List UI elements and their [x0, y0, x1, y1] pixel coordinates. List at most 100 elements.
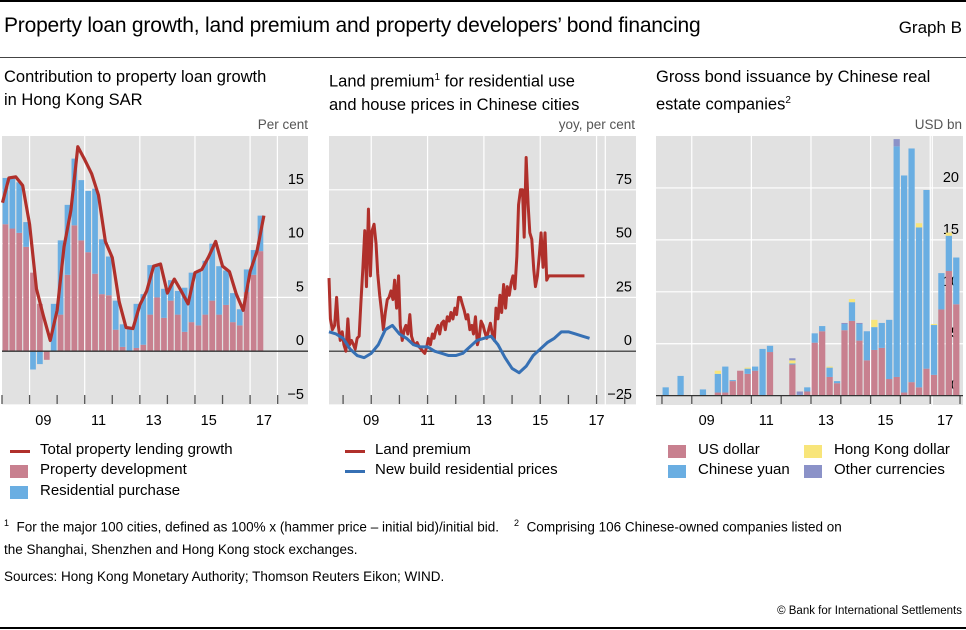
- bar-chinese-yuan: [714, 373, 721, 393]
- bar-chinese-yuan: [901, 175, 908, 393]
- x-tick-label: 13: [476, 413, 492, 429]
- graph-title: Property loan growth, land premium and p…: [4, 14, 701, 37]
- bar-chinese-yuan: [856, 323, 863, 341]
- bar-us-dollar: [871, 349, 878, 396]
- title-rule: [0, 57, 966, 58]
- bar-property-development: [236, 325, 243, 352]
- bar-chinese-yuan: [945, 235, 952, 272]
- bar-residential-purchase: [161, 288, 167, 318]
- bar-other-currencies: [841, 322, 848, 324]
- bar-us-dollar: [945, 271, 952, 396]
- bar-us-dollar: [856, 340, 863, 396]
- bar-chinese-yuan: [677, 375, 684, 396]
- y-tick-label: 20: [943, 170, 959, 186]
- bar-residential-purchase: [9, 177, 16, 229]
- legend-label: Other currencies: [834, 461, 945, 478]
- bar-residential-purchase: [195, 271, 202, 326]
- bar-us-dollar: [923, 368, 930, 396]
- copyright: © Bank for International Settlements: [777, 605, 962, 617]
- bar-hong-kong-dollar: [826, 366, 833, 368]
- y-tick-label: −25: [607, 387, 632, 403]
- bar-hong-kong-dollar: [744, 367, 751, 369]
- bar-chinese-yuan: [751, 366, 759, 371]
- bar-us-dollar: [789, 364, 796, 396]
- panel3-unit: USD bn: [914, 117, 962, 132]
- bar-hong-kong-dollar: [915, 223, 923, 228]
- x-tick-label: 17: [937, 413, 953, 429]
- legend-box-swatch: [10, 465, 28, 478]
- panel2-title-line2: and house prices in Chinese cities: [329, 95, 580, 114]
- top-rule: [0, 0, 966, 2]
- bar-us-dollar: [915, 387, 923, 396]
- bar-hong-kong-dollar: [930, 323, 938, 326]
- bar-chinese-yuan: [886, 319, 893, 380]
- bar-property-development: [23, 246, 29, 352]
- panel2-footnote-mark: 1: [434, 72, 441, 83]
- bar-us-dollar: [744, 373, 751, 396]
- x-tick-label: 17: [256, 413, 272, 429]
- bar-chinese-yuan: [848, 302, 856, 321]
- legend-label: Property development: [40, 461, 187, 478]
- panel1-title: Contribution to property loan growth in …: [4, 66, 266, 112]
- bar-property-development: [105, 295, 112, 352]
- panel1-title-line1: Contribution to property loan growth: [4, 68, 267, 86]
- footnote1-mark: 1: [4, 518, 10, 528]
- panel3-title-line1: Gross bond issuance by Chinese real: [656, 68, 931, 86]
- bar-property-development: [250, 274, 257, 352]
- bar-us-dollar: [938, 309, 945, 396]
- bar-property-development: [78, 240, 85, 352]
- panel3-chart: 051015200911131517: [656, 136, 963, 429]
- footnote1-text: For the major 100 cities, defined as 100…: [16, 519, 500, 535]
- x-tick-label: 09: [699, 413, 715, 429]
- bar-property-development: [223, 304, 229, 352]
- bar-us-dollar: [811, 342, 818, 396]
- bar-property-development: [174, 314, 181, 352]
- x-tick-label: 13: [146, 413, 162, 429]
- bar-us-dollar: [729, 381, 736, 396]
- bar-chinese-yuan: [841, 323, 848, 331]
- line-total-property-lending-growth: [0, 145, 266, 343]
- bar-chinese-yuan: [766, 345, 774, 353]
- bar-chinese-yuan: [819, 326, 826, 332]
- bar-residential-purchase: [64, 204, 71, 275]
- bar-other-currencies: [796, 391, 803, 395]
- bar-residential-purchase: [236, 309, 243, 326]
- legend-box-swatch: [10, 486, 28, 499]
- bar-chinese-yuan: [923, 190, 930, 369]
- bar-us-dollar: [826, 376, 833, 396]
- bar-property-development: [154, 297, 160, 352]
- bar-chinese-yuan: [871, 327, 878, 350]
- line-new-build-residential-prices: [328, 323, 590, 375]
- bar-residential-purchase: [202, 260, 209, 315]
- panel2-title: Land premium1 for residential use and ho…: [329, 66, 579, 117]
- bar-chinese-yuan: [908, 148, 915, 383]
- bar-property-development: [257, 251, 264, 352]
- bar-chinese-yuan: [722, 366, 729, 393]
- legend-label: New build residential prices: [375, 461, 558, 478]
- footnote-line1: 1 For the major 100 cities, defined as 1…: [0, 512, 966, 539]
- bar-residential-purchase: [2, 177, 9, 225]
- bar-residential-purchase: [119, 324, 126, 347]
- bar-chinese-yuan: [699, 389, 707, 396]
- bar-residential-purchase: [92, 188, 98, 274]
- bar-residential-purchase: [23, 222, 29, 247]
- x-tick-label: 09: [35, 413, 51, 429]
- bar-residential-purchase: [126, 327, 133, 352]
- bar-chinese-yuan: [930, 325, 938, 375]
- bar-property-development: [2, 224, 9, 352]
- bar-chinese-yuan: [826, 367, 833, 377]
- bar-property-development: [119, 346, 126, 352]
- bar-residential-purchase: [30, 351, 36, 370]
- bar-us-dollar: [878, 347, 885, 396]
- bar-property-development: [71, 225, 78, 352]
- bar-chinese-yuan: [915, 227, 923, 388]
- bar-us-dollar: [930, 374, 938, 396]
- bar-other-currencies: [893, 139, 900, 147]
- y-tick-label: 50: [616, 226, 632, 242]
- y-tick-label: 75: [616, 172, 632, 188]
- x-tick-label: 13: [818, 413, 834, 429]
- bar-us-dollar: [804, 391, 811, 396]
- bar-us-dollar: [766, 352, 774, 396]
- bar-property-development: [209, 300, 216, 352]
